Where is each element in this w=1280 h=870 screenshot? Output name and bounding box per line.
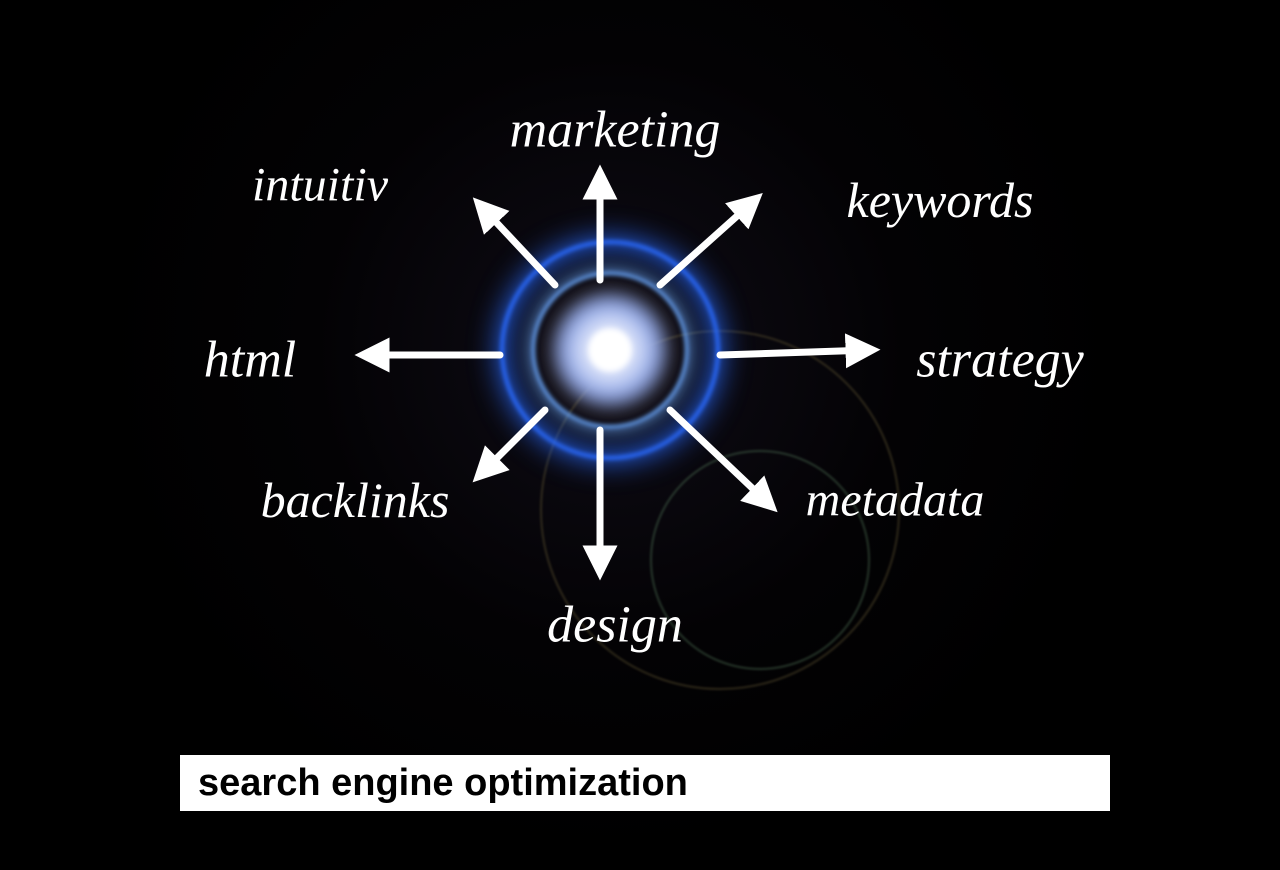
node-intuitiv: intuitiv: [252, 158, 388, 213]
node-design: design: [547, 596, 683, 655]
node-marketing: marketing: [510, 101, 721, 160]
title-bar: search engine optimization: [180, 755, 1110, 811]
node-metadata: metadata: [806, 473, 985, 528]
arrow-keywords: [660, 200, 755, 285]
title-text: search engine optimization: [198, 762, 688, 805]
arrow-backlinks: [480, 410, 545, 475]
node-strategy: strategy: [916, 331, 1084, 390]
node-html: html: [204, 331, 296, 390]
arrow-strategy: [720, 350, 870, 355]
node-keywords: keywords: [847, 171, 1034, 229]
arrow-intuitiv: [480, 205, 555, 285]
node-backlinks: backlinks: [261, 471, 450, 529]
arrow-metadata: [670, 410, 770, 505]
